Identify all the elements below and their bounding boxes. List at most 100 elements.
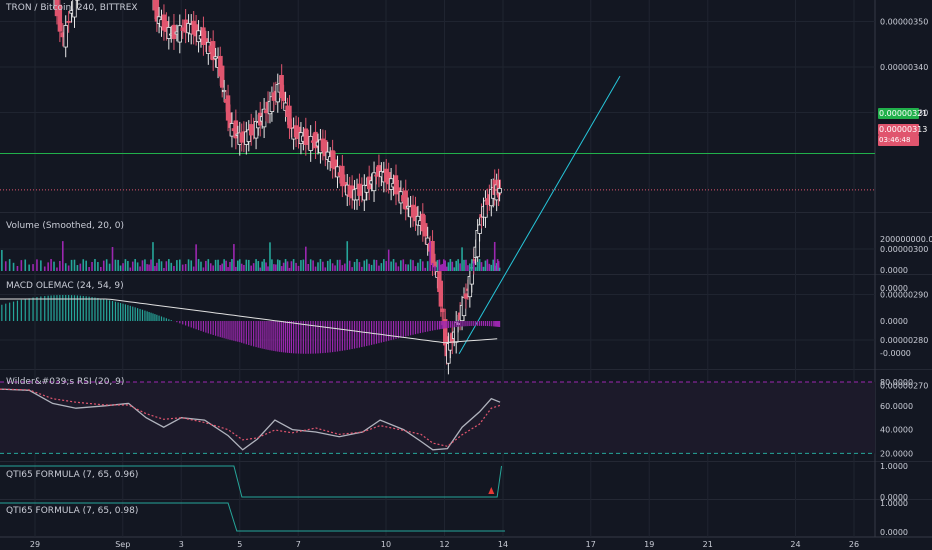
- macd-histogram-bar: [233, 321, 235, 341]
- macd-histogram-bar: [32, 297, 34, 321]
- macd-histogram-bar: [402, 321, 404, 338]
- macd-histogram-bar: [378, 321, 380, 344]
- candle-body: [221, 89, 227, 93]
- candle-body: [308, 135, 313, 151]
- volume-bar: [409, 259, 412, 271]
- macd-histogram-bar: [358, 321, 361, 348]
- volume-bar: [32, 264, 34, 271]
- volume-bar: [449, 259, 452, 271]
- macd-histogram-bar: [455, 321, 457, 328]
- macd-histogram-bar: [24, 298, 26, 321]
- macd-histogram-bar: [215, 321, 217, 336]
- macd-histogram-bar: [279, 321, 281, 352]
- macd-histogram-bar: [195, 321, 197, 330]
- macd-histogram-bar: [97, 297, 99, 321]
- macd-histogram-bar: [353, 321, 356, 349]
- volume-bar: [136, 262, 139, 271]
- macd-histogram-bar: [410, 321, 412, 336]
- volume-bar: [229, 261, 231, 271]
- macd-histogram-bar: [207, 321, 209, 334]
- macd-histogram-bar: [351, 321, 353, 350]
- qti-2-line: [0, 502, 505, 532]
- macd-histogram-bar: [336, 321, 339, 352]
- volume-bar: [476, 261, 479, 271]
- volume-bar: [273, 264, 275, 271]
- volume-bar: [276, 259, 279, 271]
- macd-tick-label: 0.0000: [880, 317, 908, 326]
- rsi-band-fill: [0, 382, 875, 454]
- macd-histogram-bar: [314, 321, 317, 354]
- volume-bar: [351, 267, 353, 271]
- macd-histogram-bar: [373, 321, 375, 345]
- macd-histogram-bar: [255, 321, 257, 348]
- macd-histogram-bar: [170, 320, 172, 321]
- macd-histogram-bar: [257, 321, 259, 348]
- macd-histogram-bar: [496, 321, 498, 327]
- volume-bar: [163, 267, 165, 271]
- volume-bar: [302, 259, 305, 271]
- macd-label: MACD OLEMAC (24, 54, 9): [6, 281, 124, 291]
- volume-bar: [85, 260, 87, 271]
- volume-bar: [170, 262, 173, 271]
- volume-bar: [494, 265, 497, 271]
- rsi-line: [0, 388, 501, 451]
- x-tick-label: 26: [849, 540, 859, 549]
- volume-bar: [474, 267, 477, 271]
- last-price-tag: 0.00000313: [878, 124, 928, 135]
- rsi-label: Wilder&#039;s RSI (20, 9): [6, 377, 125, 387]
- macd-histogram-bar: [497, 321, 499, 327]
- volume-bar: [461, 247, 463, 271]
- candle-body: [430, 240, 435, 266]
- price-tick-label: 0.00000340: [880, 63, 928, 72]
- macd-histogram-bar: [182, 321, 184, 325]
- candle-body: [246, 129, 251, 142]
- volume-bar: [469, 263, 471, 271]
- macd-histogram-bar: [446, 321, 448, 329]
- volume-bar: [221, 263, 223, 271]
- macd-histogram-bar: [288, 321, 291, 354]
- x-tick-label: 24: [790, 540, 800, 549]
- volume-bar: [190, 260, 193, 271]
- macd-histogram-bar: [356, 321, 358, 349]
- volume-bar: [280, 266, 283, 271]
- macd-histogram-bar: [202, 321, 205, 332]
- macd-histogram-bar: [65, 295, 67, 321]
- volume-bar: [146, 264, 148, 271]
- macd-histogram-bar: [334, 321, 336, 352]
- volume-bar: [265, 262, 267, 271]
- volume-bar: [404, 264, 407, 271]
- macd-histogram-bar: [295, 321, 297, 354]
- candle-body: [72, 0, 77, 18]
- macd-histogram-bar: [447, 321, 449, 328]
- volume-bar: [312, 260, 314, 271]
- candle-body: [413, 206, 418, 222]
- volume-bar: [100, 266, 102, 271]
- macd-histogram-bar: [271, 321, 273, 351]
- macd-histogram-bar: [91, 297, 93, 321]
- candle-body: [477, 224, 482, 234]
- macd-histogram-bar: [283, 321, 285, 353]
- candle-body: [201, 27, 206, 45]
- macd-histogram-bar: [94, 297, 96, 321]
- x-tick-label: 14: [498, 540, 508, 549]
- volume-bar: [252, 263, 255, 271]
- candle-body: [177, 25, 182, 43]
- macd-histogram-bar: [28, 298, 30, 321]
- macd-histogram-bar: [427, 321, 429, 332]
- countdown-tag: 03:46:48: [878, 135, 919, 146]
- volume-bar: [375, 259, 378, 271]
- macd-histogram-bar: [132, 306, 134, 321]
- volume-bar: [465, 259, 467, 271]
- macd-histogram-bar: [486, 321, 488, 327]
- macd-histogram-bar: [363, 321, 365, 347]
- volume-bar: [79, 263, 82, 271]
- macd-histogram-bar: [449, 321, 451, 328]
- volume-bar: [139, 266, 141, 271]
- macd-histogram-bar: [469, 321, 471, 327]
- volume-bar: [134, 259, 136, 271]
- macd-histogram-bar: [122, 303, 124, 321]
- volume-bar: [451, 261, 454, 271]
- volume-bar: [336, 259, 339, 271]
- macd-histogram-bar: [36, 296, 38, 321]
